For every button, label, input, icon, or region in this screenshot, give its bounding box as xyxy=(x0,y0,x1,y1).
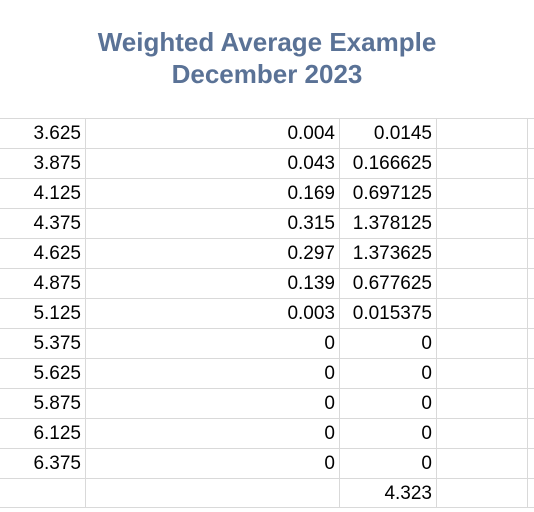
cell-value[interactable]: 3.875 xyxy=(0,149,86,178)
cell-weight[interactable]: 0.297 xyxy=(86,239,340,268)
table-row: 5.875 0 0 xyxy=(0,388,534,418)
cell-empty[interactable] xyxy=(437,299,528,328)
cell-empty[interactable] xyxy=(437,479,528,508)
table-row: 3.875 0.043 0.166625 xyxy=(0,148,534,178)
table-row: 5.125 0.003 0.015375 xyxy=(0,298,534,328)
cell-empty[interactable] xyxy=(437,209,528,238)
cell-value[interactable]: 5.625 xyxy=(0,359,86,388)
title-line-1: Weighted Average Example xyxy=(97,27,437,57)
cell-value[interactable]: 4.625 xyxy=(0,239,86,268)
total-row: 4.323 xyxy=(0,478,534,508)
sheet-title: Weighted Average Example December 2023 xyxy=(0,26,534,90)
cell-weight[interactable]: 0 xyxy=(86,389,340,418)
table-row: 4.875 0.139 0.677625 xyxy=(0,268,534,298)
cell-weight[interactable] xyxy=(86,479,340,508)
cell-product[interactable]: 1.373625 xyxy=(340,239,437,268)
cell-value[interactable]: 6.375 xyxy=(0,449,86,478)
cell-value[interactable]: 6.125 xyxy=(0,419,86,448)
table-row: 4.125 0.169 0.697125 xyxy=(0,178,534,208)
table-row: 6.375 0 0 xyxy=(0,448,534,478)
cell-weight[interactable]: 0.043 xyxy=(86,149,340,178)
title-line-2: December 2023 xyxy=(171,59,363,89)
cell-value[interactable]: 4.875 xyxy=(0,269,86,298)
cell-empty[interactable] xyxy=(437,149,528,178)
cell-product[interactable]: 0 xyxy=(340,389,437,418)
table-row: 4.625 0.297 1.373625 xyxy=(0,238,534,268)
cell-weight[interactable]: 0 xyxy=(86,359,340,388)
cell-total[interactable]: 4.323 xyxy=(340,479,437,508)
cell-weight[interactable]: 0 xyxy=(86,329,340,358)
table-row: 3.625 0.004 0.0145 xyxy=(0,118,534,148)
cell-empty[interactable] xyxy=(437,449,528,478)
cell-product[interactable]: 0.697125 xyxy=(340,179,437,208)
table-row: 5.625 0 0 xyxy=(0,358,534,388)
cell-product[interactable]: 0.0145 xyxy=(340,119,437,148)
cell-value[interactable]: 4.375 xyxy=(0,209,86,238)
cell-product[interactable]: 1.378125 xyxy=(340,209,437,238)
table-row: 5.375 0 0 xyxy=(0,328,534,358)
cell-value[interactable]: 5.375 xyxy=(0,329,86,358)
cell-weight[interactable]: 0.169 xyxy=(86,179,340,208)
cell-empty[interactable] xyxy=(437,359,528,388)
cell-product[interactable]: 0.677625 xyxy=(340,269,437,298)
cell-product[interactable]: 0 xyxy=(340,449,437,478)
cell-empty[interactable] xyxy=(437,239,528,268)
cell-weight[interactable]: 0 xyxy=(86,419,340,448)
cell-value[interactable] xyxy=(0,479,86,508)
cell-weight[interactable]: 0 xyxy=(86,449,340,478)
cell-product[interactable]: 0 xyxy=(340,359,437,388)
cell-weight[interactable]: 0.315 xyxy=(86,209,340,238)
cell-product[interactable]: 0 xyxy=(340,329,437,358)
cell-value[interactable]: 3.625 xyxy=(0,119,86,148)
cell-product[interactable]: 0.015375 xyxy=(340,299,437,328)
cell-empty[interactable] xyxy=(437,119,528,148)
cell-value[interactable]: 5.875 xyxy=(0,389,86,418)
cell-value[interactable]: 5.125 xyxy=(0,299,86,328)
cell-weight[interactable]: 0.004 xyxy=(86,119,340,148)
cell-weight[interactable]: 0.139 xyxy=(86,269,340,298)
cell-empty[interactable] xyxy=(437,269,528,298)
cell-empty[interactable] xyxy=(437,179,528,208)
cell-empty[interactable] xyxy=(437,419,528,448)
table-row: 6.125 0 0 xyxy=(0,418,534,448)
cell-value[interactable]: 4.125 xyxy=(0,179,86,208)
cell-weight[interactable]: 0.003 xyxy=(86,299,340,328)
spreadsheet-grid: 3.625 0.004 0.0145 3.875 0.043 0.166625 … xyxy=(0,118,534,508)
cell-product[interactable]: 0 xyxy=(340,419,437,448)
cell-empty[interactable] xyxy=(437,329,528,358)
table-row: 4.375 0.315 1.378125 xyxy=(0,208,534,238)
cell-product[interactable]: 0.166625 xyxy=(340,149,437,178)
cell-empty[interactable] xyxy=(437,389,528,418)
